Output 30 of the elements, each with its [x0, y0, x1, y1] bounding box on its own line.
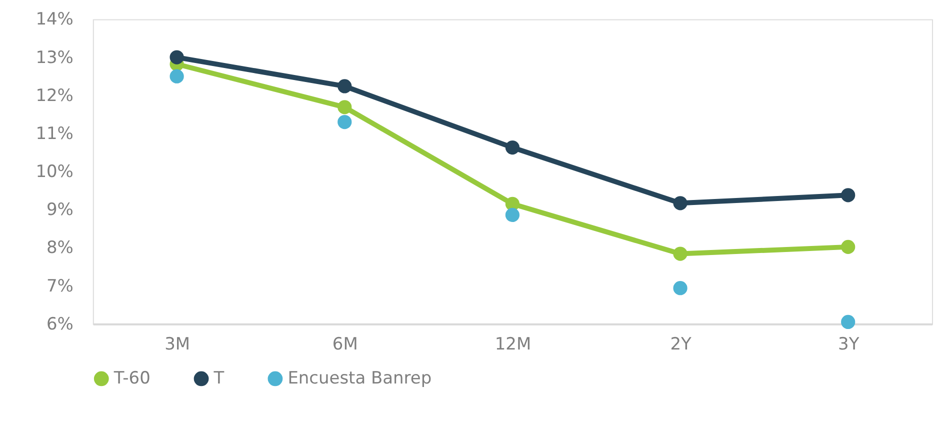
point — [673, 196, 688, 210]
y-tick-label: 8% — [46, 238, 74, 258]
point — [170, 69, 184, 84]
point — [841, 314, 856, 330]
point — [338, 100, 352, 114]
point — [338, 79, 352, 94]
legend-label: T-60 — [112, 368, 150, 389]
legend-label: T — [212, 368, 225, 389]
point — [673, 246, 688, 261]
y-tick-label: 7% — [46, 276, 74, 296]
point — [338, 114, 352, 130]
y-tick-label: 13% — [36, 48, 74, 68]
y-tick-label: 10% — [36, 162, 74, 182]
y-tick-label: 11% — [36, 124, 74, 144]
y-tick-label: 12% — [36, 86, 74, 106]
point — [505, 140, 520, 155]
legend-label: Encuesta Banrep — [288, 368, 432, 389]
x-tick-label: 3Y — [838, 334, 860, 354]
x-tick-label: 3M — [164, 334, 190, 354]
x-tick-label: 2Y — [670, 334, 692, 354]
point — [170, 50, 184, 64]
y-tick-label: 9% — [46, 200, 74, 220]
x-tick-label: 12M — [494, 334, 532, 354]
y-tick-label: 6% — [46, 314, 74, 334]
point — [673, 281, 688, 296]
point — [841, 240, 856, 254]
point — [841, 188, 856, 202]
y-tick-label: 14% — [36, 10, 74, 30]
x-tick-label: 6M — [332, 334, 358, 354]
point — [505, 208, 520, 222]
